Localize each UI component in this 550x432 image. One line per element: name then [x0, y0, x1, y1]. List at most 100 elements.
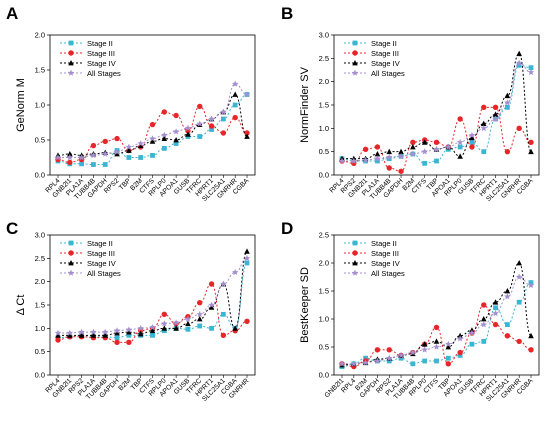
series-all-stages [338, 273, 535, 367]
data-point [232, 91, 238, 97]
data-point [421, 341, 428, 347]
y-tick-label: 1.5 [319, 101, 329, 110]
y-tick-label: 2.0 [35, 277, 45, 286]
data-point [173, 112, 179, 119]
y-tick-label: 1.5 [35, 301, 45, 310]
data-point [528, 332, 534, 339]
data-point [434, 158, 439, 164]
legend-marker [68, 60, 74, 66]
legend-marker [352, 260, 358, 266]
data-point [137, 324, 144, 332]
data-point [515, 59, 523, 66]
data-point [362, 359, 369, 366]
data-point [232, 114, 238, 121]
data-point [422, 160, 428, 166]
data-point [492, 321, 499, 328]
legend-marker [67, 269, 75, 276]
data-point [527, 282, 535, 289]
legend-marker [351, 69, 359, 76]
data-point [113, 327, 121, 334]
data-point [468, 329, 476, 336]
legend-marker [68, 50, 74, 56]
data-point [457, 349, 463, 356]
data-point [528, 65, 534, 71]
data-point [114, 330, 120, 336]
y-axis-label: NormFinder SV [299, 66, 311, 142]
data-point [149, 121, 156, 128]
data-point [457, 116, 463, 122]
y-tick-label: 0.5 [35, 136, 45, 145]
data-point [480, 124, 487, 132]
data-point [386, 358, 392, 364]
data-point [196, 316, 203, 322]
data-point [197, 299, 203, 306]
y-tick-label: 1.0 [319, 315, 329, 324]
data-point [504, 104, 510, 110]
data-point [208, 304, 215, 310]
data-point [102, 162, 108, 167]
series-all-stages [54, 254, 251, 336]
data-point [78, 332, 85, 338]
data-point [126, 332, 132, 338]
data-point [350, 157, 358, 164]
legend-label: Stage II [371, 39, 397, 48]
data-point [161, 320, 168, 327]
series-stage-ii [339, 280, 534, 369]
data-point [185, 326, 191, 332]
data-point [433, 338, 440, 344]
data-point [504, 322, 510, 327]
data-point [398, 355, 404, 361]
data-point [220, 280, 227, 287]
data-point [79, 161, 85, 167]
legend-label: Stage III [371, 49, 399, 58]
data-point [150, 332, 155, 338]
data-point [398, 148, 404, 155]
data-point [126, 155, 132, 160]
legend-label: All Stages [87, 269, 121, 278]
data-point [397, 352, 405, 359]
y-tick-label: 0.5 [319, 343, 329, 352]
legend-label: All Stages [371, 269, 405, 278]
legend-label: Stage II [87, 39, 113, 48]
plot-frame [333, 234, 540, 376]
data-point [220, 130, 227, 136]
data-point [172, 128, 180, 135]
data-point [445, 361, 452, 367]
data-point [231, 80, 239, 87]
data-point [161, 109, 168, 115]
data-point [161, 325, 168, 331]
series-line [341, 262, 532, 366]
series-stage-iii [339, 104, 534, 174]
y-tick-label: 1.0 [319, 124, 329, 133]
data-point [362, 146, 369, 153]
data-point [161, 146, 167, 151]
legend-marker [68, 240, 74, 246]
data-point [504, 293, 511, 300]
data-point [350, 360, 358, 367]
data-point [504, 333, 511, 339]
data-point [209, 127, 214, 132]
data-point [375, 158, 380, 164]
data-point [196, 120, 203, 127]
data-point [481, 149, 487, 155]
data-point [516, 125, 522, 132]
data-point [374, 357, 381, 364]
data-point [363, 355, 369, 361]
data-point [67, 159, 73, 166]
data-point [374, 155, 381, 162]
data-point [173, 137, 179, 143]
data-point [386, 354, 393, 361]
data-point [137, 140, 144, 147]
data-point [492, 299, 499, 305]
data-point [492, 310, 499, 317]
data-point [398, 168, 404, 174]
data-point [137, 330, 144, 337]
data-point [173, 141, 179, 146]
series-line [57, 250, 248, 336]
data-point [397, 152, 405, 160]
data-point [469, 144, 475, 150]
legend-marker [352, 60, 358, 66]
